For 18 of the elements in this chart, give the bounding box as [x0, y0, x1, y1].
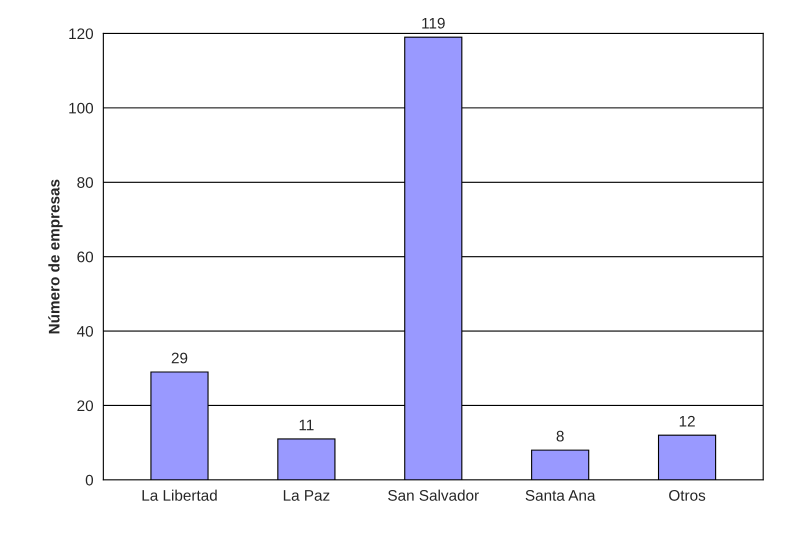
- x-tick-label: Santa Ana: [526, 490, 596, 501]
- y-tick-label: 60: [77, 252, 94, 262]
- data-label: 119: [422, 18, 445, 29]
- x-tick-label: San Salvador: [388, 490, 479, 501]
- data-label: 12: [680, 416, 695, 427]
- data-label: 8: [556, 430, 564, 442]
- y-tick-label: 20: [77, 400, 94, 412]
- y-tick-label: 80: [77, 177, 94, 188]
- data-label: 11: [300, 420, 314, 430]
- x-tick-label: La Paz: [284, 490, 330, 501]
- y-tick-label: 120: [69, 28, 94, 40]
- y-tick-label: 0: [86, 474, 94, 486]
- data-label: 29: [172, 352, 188, 364]
- y-tick-label: 40: [76, 326, 94, 337]
- x-tick-label: La Libertad: [142, 490, 217, 501]
- y-axis-title: Número de empresas: [48, 180, 63, 334]
- x-tick-label: Otros: [669, 490, 706, 501]
- y-tick-label: 100: [69, 102, 94, 114]
